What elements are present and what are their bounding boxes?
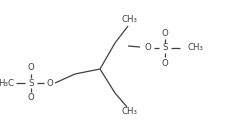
Text: O: O [47,78,53,87]
Text: O: O [28,94,34,102]
Text: O: O [162,28,168,38]
Text: O: O [28,63,34,72]
Text: CH₃: CH₃ [188,43,204,53]
Text: H₃C: H₃C [0,78,14,87]
Text: CH₃: CH₃ [122,16,138,24]
Text: S: S [162,43,168,53]
Text: S: S [28,78,34,87]
Text: O: O [162,58,168,68]
Text: CH₃: CH₃ [122,107,138,117]
Text: O: O [145,43,151,53]
